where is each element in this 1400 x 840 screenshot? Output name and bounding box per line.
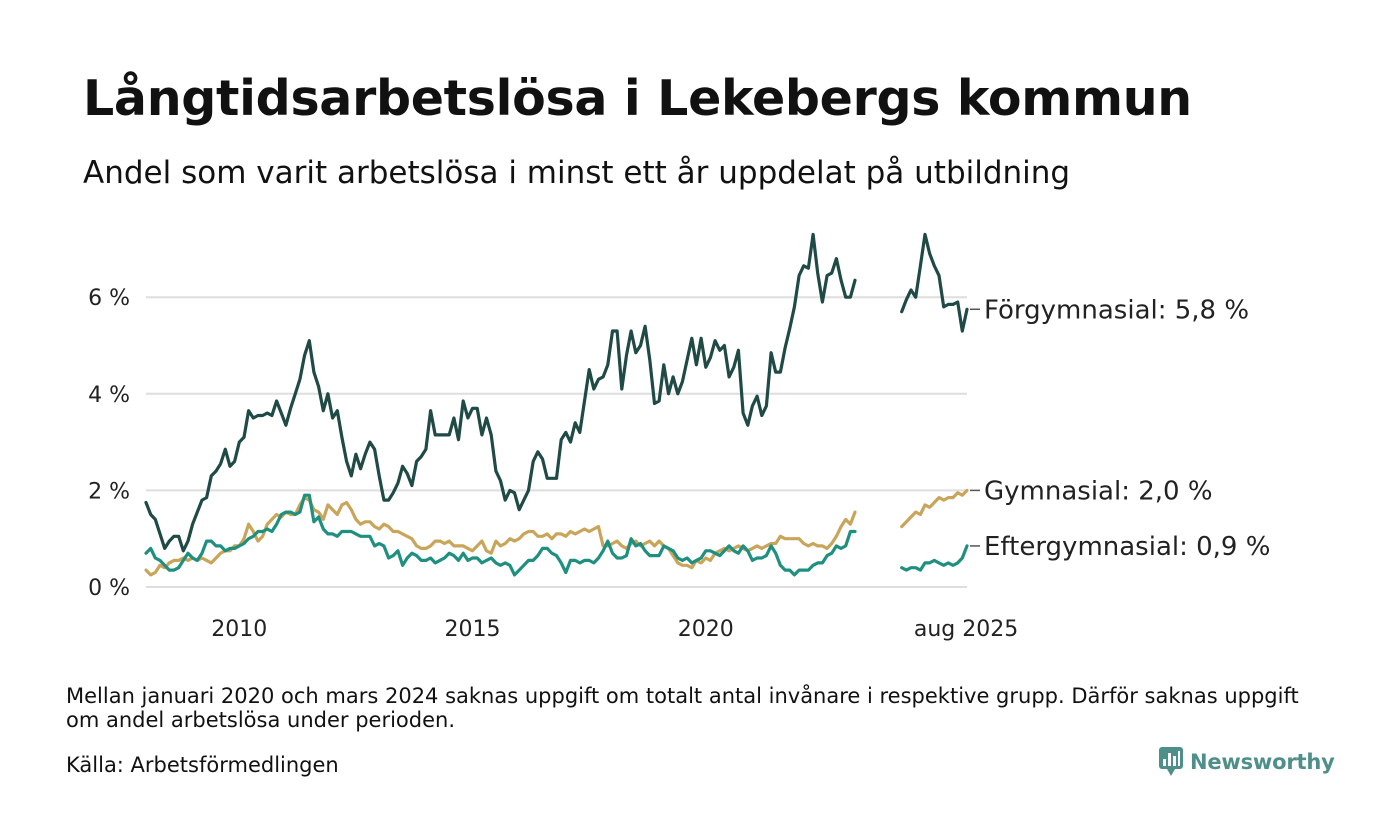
chart-title: Långtidsarbetslösa i Lekebergs kommun	[83, 70, 1192, 127]
logo-text: Newsworthy	[1190, 750, 1335, 774]
newsworthy-logo-icon	[1159, 747, 1183, 776]
chart-subtitle: Andel som varit arbetslösa i minst ett å…	[83, 155, 1071, 191]
grid-lines	[146, 296, 967, 588]
y-tick-label: 6 %	[88, 286, 130, 311]
y-tick-label: 2 %	[88, 479, 130, 504]
series-label-eftergymnasial: Eftergymnasial: 0,9 %	[984, 532, 1270, 562]
x-tick-label: 2015	[445, 617, 501, 642]
series-label-f-rgymnasial: Förgymnasial: 5,8 %	[984, 295, 1249, 325]
x-tick-label: 2020	[678, 617, 734, 642]
series-lines	[144, 232, 969, 577]
y-tick-label: 4 %	[88, 383, 130, 408]
x-tick-label: aug 2025	[914, 617, 1018, 642]
series-label-gymnasial: Gymnasial: 2,0 %	[984, 476, 1213, 506]
series-line-eftergymnasial	[900, 544, 969, 572]
series-line-f-rgymnasial	[900, 232, 969, 333]
y-tick-label: 0 %	[88, 576, 130, 601]
newsworthy-logo[interactable]: Newsworthy	[1158, 746, 1335, 778]
x-axis: 2010 2015 2020 aug 2025	[211, 617, 1018, 642]
series-end-labels: Förgymnasial: 5,8 % Gymnasial: 2,0 % Efter…	[970, 295, 1270, 562]
x-tick-label: 2010	[211, 617, 267, 642]
source-note: Källa: Arbetsförmedlingen	[66, 753, 339, 777]
series-line-f-rgymnasial	[144, 232, 857, 553]
y-axis: 0 % 2 % 4 % 6 %	[88, 286, 130, 601]
series-line-eftergymnasial	[144, 493, 857, 577]
line-chart: 0 % 2 % 4 % 6 % 2010 2015 2020 aug 2025 Förgym…	[88, 232, 1270, 642]
series-line-gymnasial	[900, 488, 969, 529]
footnote: Mellan januari 2020 och mars 2024 saknas…	[66, 684, 1299, 732]
